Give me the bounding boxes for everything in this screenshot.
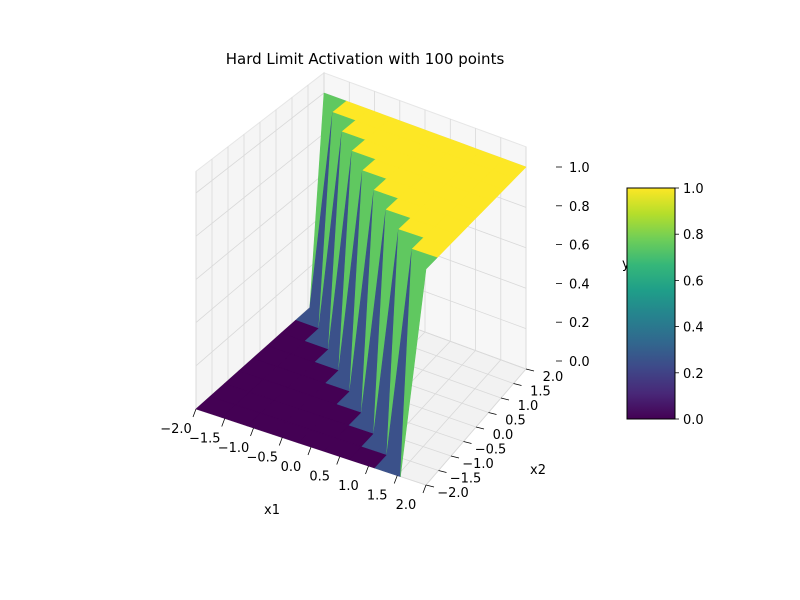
y-tick-label: 1.0 [518,399,539,414]
x-tick-mark [422,484,427,494]
z-tick-label: 0.6 [569,239,590,254]
x-axis-label: x1 [264,503,280,518]
x-tick-label: 0.0 [281,460,302,475]
x-tick-mark [250,427,254,437]
x-tick-label: −1.0 [218,441,250,456]
x-tick-label: −2.0 [160,422,192,437]
y-tick-label: −1.0 [462,457,494,472]
surface [195,92,527,477]
z-axis-label: y [622,257,630,272]
colorbar-tick-label: 0.0 [683,413,704,428]
colorbar: 0.0 0.2 0.4 0.6 0.8 1.0 [626,182,704,428]
x-tick-mark [278,437,283,446]
y-tick-label: 2.0 [543,370,564,385]
colorbar-tick-label: 0.8 [683,228,704,243]
x-tick-mark [336,456,341,465]
x-tick-mark [307,446,312,456]
y-tick-mark [500,397,510,401]
y-tick-label: −0.5 [475,443,507,458]
colorbar-gradient [626,187,676,420]
y-tick-mark [513,383,522,386]
colorbar-tick-label: 1.0 [683,182,704,197]
y-tick-mark [463,441,472,444]
colorbar-ticks: 0.0 0.2 0.4 0.6 0.8 1.0 [675,182,704,428]
y-tick-label: 0.0 [493,428,514,443]
x-tick-label: 1.5 [367,489,388,504]
y-tick-mark [438,470,447,473]
y-tick-label: −1.5 [450,472,482,487]
x-tick-mark [192,408,197,418]
x-tick-mark [221,418,226,427]
chart-title: Hard Limit Activation with 100 points [226,50,505,68]
y-tick-mark [488,412,497,415]
x-tick-mark [365,465,369,475]
z-tick-label: 0.0 [569,355,590,370]
colorbar-tick-label: 0.6 [683,274,704,289]
colorbar-tick-label: 0.4 [683,321,704,336]
x-tick-label: 1.0 [338,479,359,494]
x-tick-mark [393,475,398,484]
colorbar-tick-label: 0.2 [683,367,704,382]
x-tick-label: −1.5 [189,432,221,447]
x-tick-label: 2.0 [396,498,417,513]
y-tick-label: −2.0 [437,486,469,501]
y-tick-label: 0.5 [505,414,526,429]
y-tick-mark [425,484,435,488]
z-tick-label: 0.4 [569,277,590,292]
y-tick-mark [450,455,460,459]
z-tick-label: 0.8 [569,200,590,215]
surface-facet [400,248,438,477]
z-tick-label: 1.0 [569,161,590,176]
y-tick-mark [525,368,535,372]
x-tick-label: −0.5 [246,451,278,466]
axes-ticks: −2.0−1.5−1.0−0.50.00.51.01.52.0−2.0−1.5−… [160,161,589,513]
y-tick-label: 1.5 [530,385,551,400]
y-tick-mark [475,426,485,430]
z-tick-label: 0.2 [569,316,590,331]
x-tick-label: 0.5 [309,470,330,485]
y-axis-label: x2 [530,463,546,478]
